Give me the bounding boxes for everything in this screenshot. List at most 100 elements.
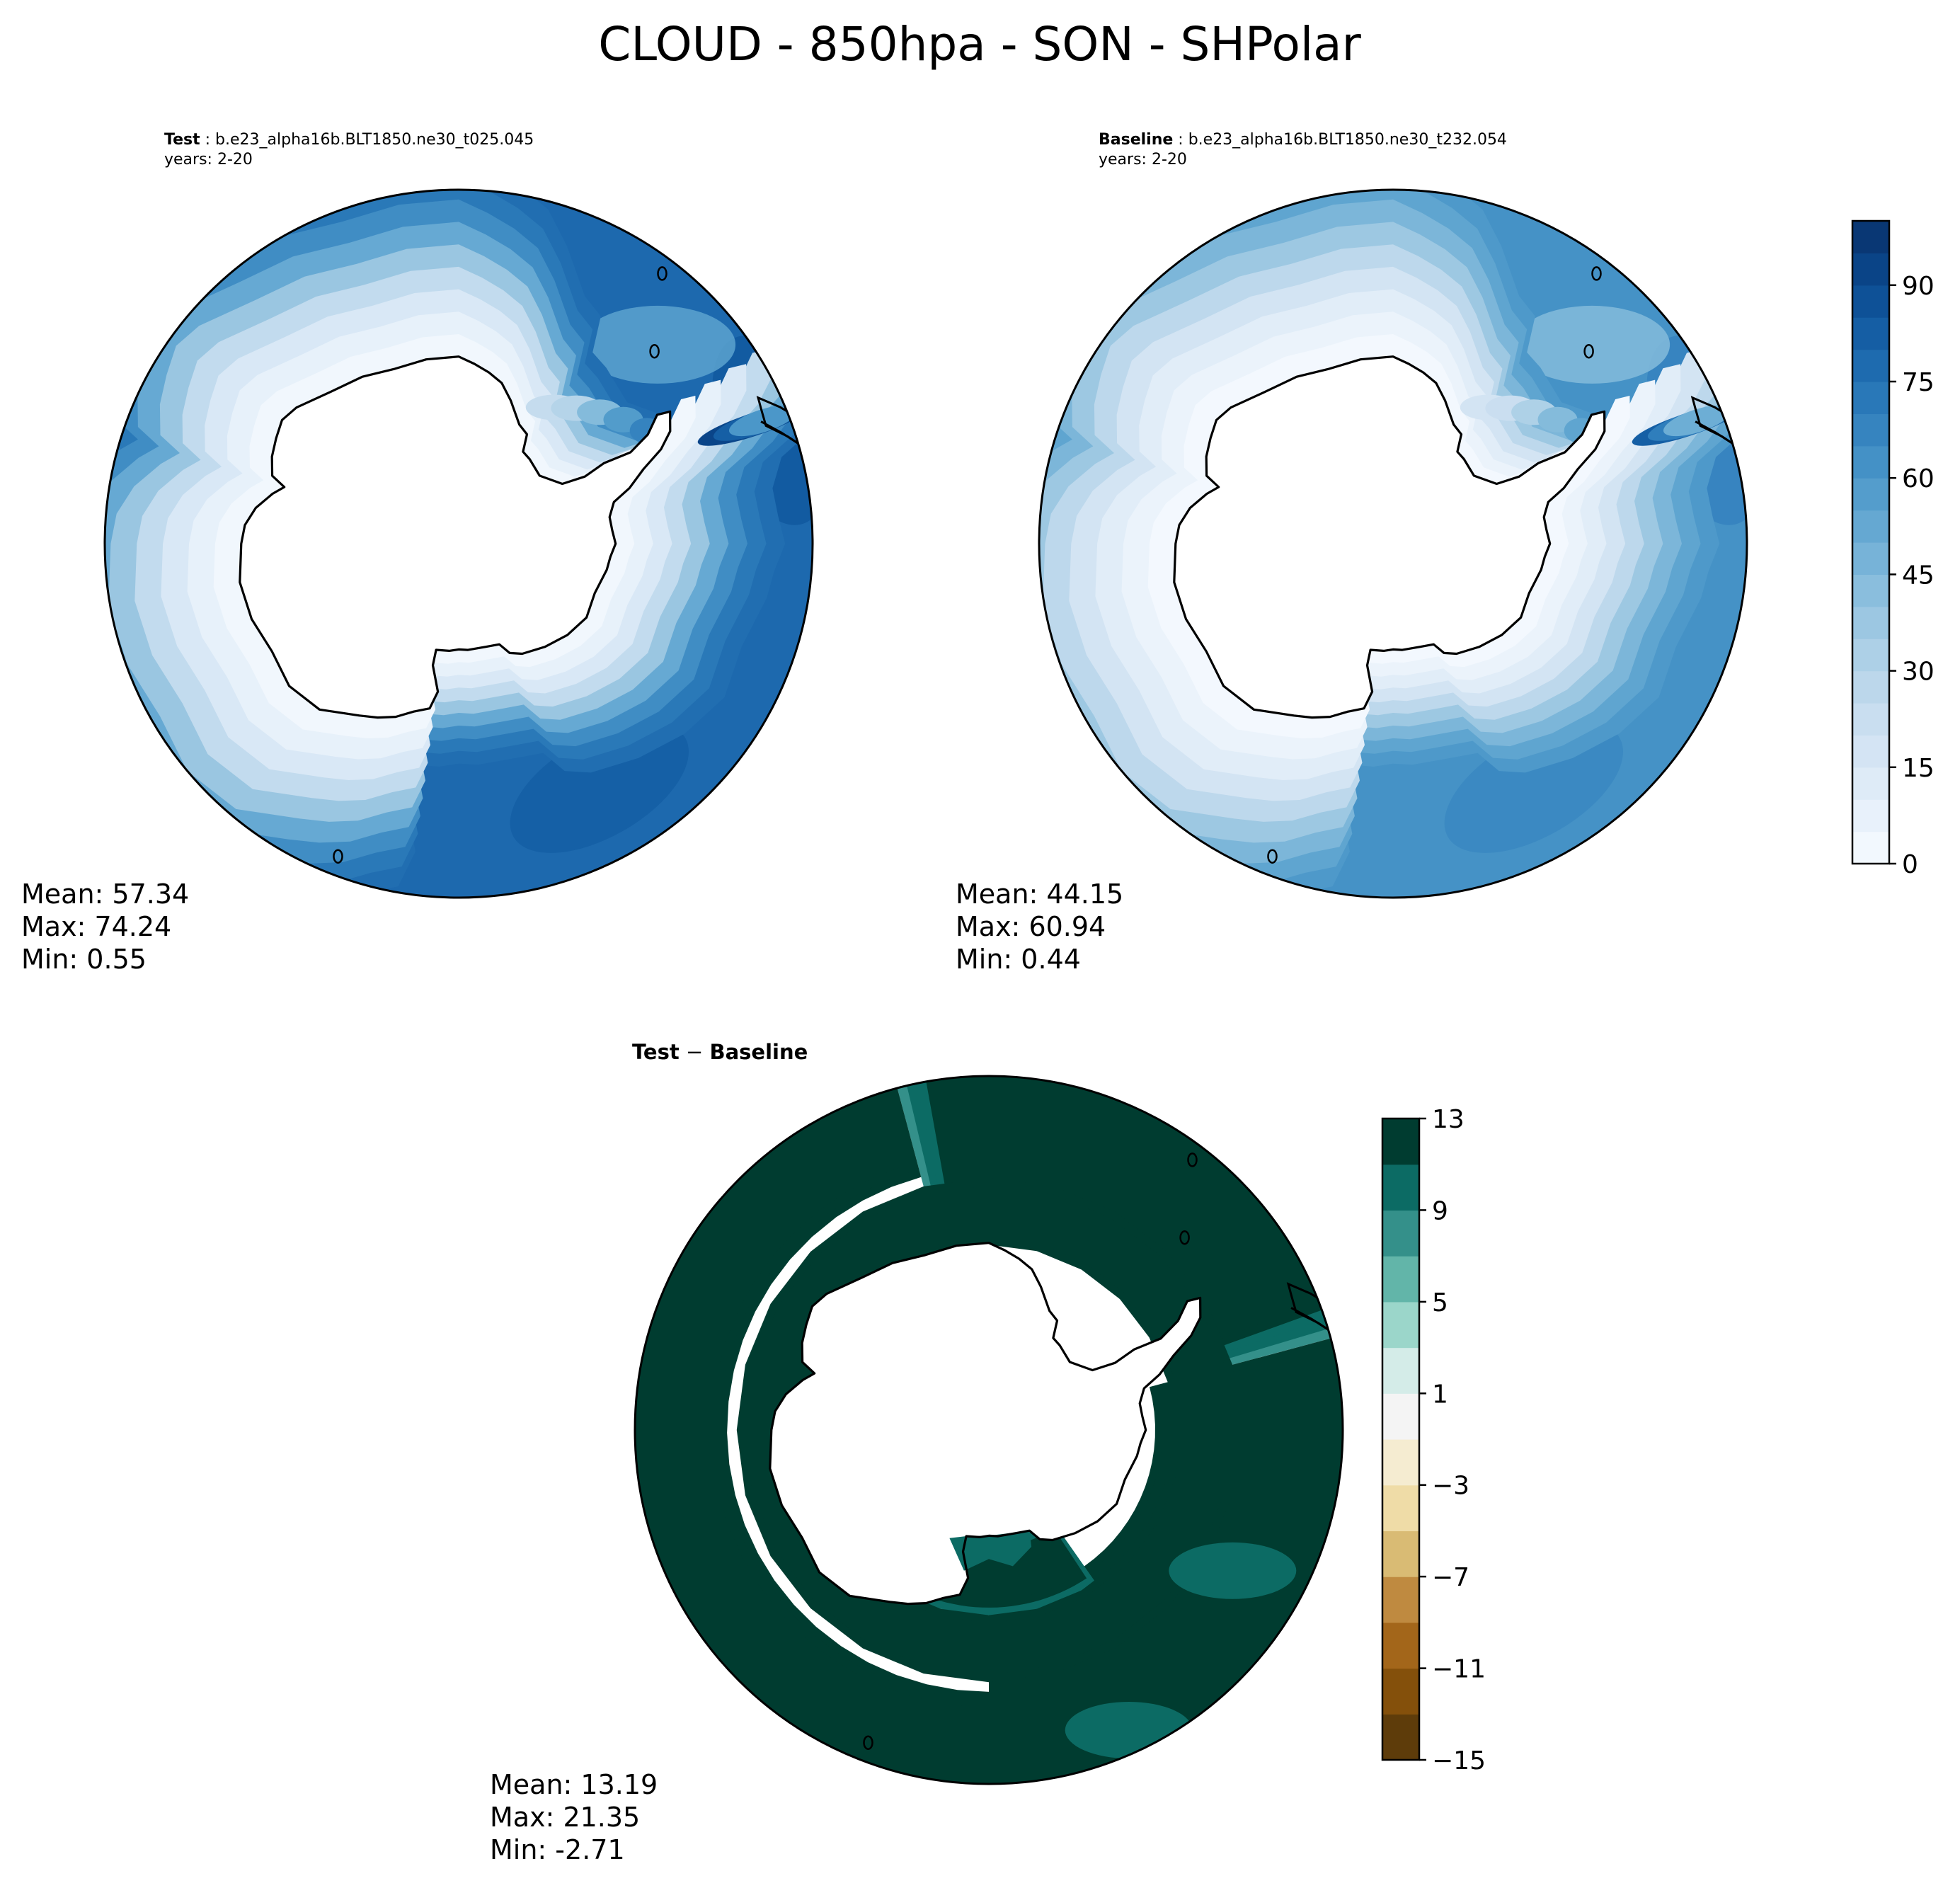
map-boundary-baseline [1038,188,1748,899]
colorbar-segment [1852,349,1889,382]
stat-mean-difference: Mean: 13.19 [490,1769,658,1800]
colorbar-segment [1852,510,1889,543]
map-boundary-difference [634,1075,1344,1785]
coastline-island [734,1091,745,1106]
stat-min-baseline: Min: 0.44 [956,944,1081,975]
colorbar-tick-label: 60 [1902,464,1935,493]
colorbar-tick-label: 90 [1902,272,1935,301]
coastline-antarctica [239,355,672,719]
panel-baseline-header-text: : b.e23_alpha16b.BLT1850.ne30_t232.054 [1173,131,1507,149]
panel-test-years: years: 2-20 [164,151,253,168]
colorbar-segment [1382,1577,1419,1623]
stat-max-difference: Max: 21.35 [490,1802,640,1833]
coastline-island [1024,401,1033,413]
contour-fill-indian-pacific-arc [635,1076,982,1784]
colorbar-tick-label: 9 [1432,1196,1448,1225]
stat-min-difference: Min: -2.71 [490,1834,625,1865]
colorbar-tick-label: −3 [1432,1472,1469,1501]
colorbar-tick-label: 75 [1902,368,1935,397]
colorbar-segment [1382,1256,1419,1303]
panel-test: Test : b.e23_alpha16b.BLT1850.ne30_t025.… [21,131,814,1020]
colorbar-segment [1852,285,1889,318]
colorbar-difference: −15 −11 −7 −3 1 5 9 13 [1381,1105,1486,1775]
coastline-island [1700,348,1711,363]
colorbar-segment [1852,253,1889,286]
coastline-island [766,348,776,363]
panel-difference-header: Test − Baseline [632,1040,808,1064]
panel-test-header-text: : b.e23_alpha16b.BLT1850.ne30_t025.045 [200,131,534,149]
contour-fill-minimum [1514,305,1670,384]
coastline-island [333,849,343,864]
colorbar-segment [1852,670,1889,704]
colorbar-frame [1851,219,1891,865]
contour-fill-local-minimum [1065,1702,1193,1758]
land-antarctica [1174,356,1605,718]
colorbar-segment [1852,574,1889,607]
colorbar-segment [1852,478,1889,511]
panel-baseline-header: Baseline : b.e23_alpha16b.BLT1850.ne30_t… [1099,131,1507,149]
colorbar-cloud: 0 15 30 45 60 75 90 [1851,219,1935,879]
map-boundary-test [103,188,814,899]
stat-max-baseline: Max: 60.94 [956,911,1106,942]
coastline-island [1187,1152,1198,1167]
stat-mean-baseline: Mean: 44.15 [956,879,1123,910]
contour-fill-drake-passage [1663,405,1731,437]
colorbar-segment [1852,799,1889,833]
coastline-new-zealand [364,955,412,1020]
coastline-island [1591,266,1602,281]
coastline-island [90,401,98,413]
colorbar-segment [1382,1531,1419,1577]
coastline-island [863,1735,873,1750]
stat-min-test: Min: 0.55 [21,944,147,975]
land-antarctica [769,1242,1200,1604]
coastline-new-zealand [894,1841,942,1888]
colorbar-segment [1382,1714,1419,1761]
stat-mean-test: Mean: 57.34 [21,879,189,910]
panel-baseline: Baseline : b.e23_alpha16b.BLT1850.ne30_t… [956,131,1748,1020]
colorbar-segment [1852,382,1889,414]
coastline-island [1296,1235,1307,1249]
colorbar-tick-label: 15 [1902,754,1935,783]
field-test [105,190,813,898]
panel-difference-header-bold2: Baseline [709,1040,808,1064]
coastline-new-zealand [1298,955,1346,1020]
colorbar-tick-label: 5 [1432,1288,1448,1317]
panel-test-header-bold: Test [164,131,200,149]
colorbar-tick-label: 0 [1902,850,1918,879]
map-baseline [1024,190,1747,1020]
coastline-island [620,1287,629,1300]
field-difference [635,1076,1343,1784]
colorbar-segment [1382,1484,1419,1532]
colorbar-segment [1382,1622,1419,1669]
colorbar-segment [1382,1210,1419,1257]
colorbar-segment [1852,542,1889,575]
coastline-antarctica [769,1242,1202,1606]
coastline-island [204,205,214,220]
colorbar-tick-label: −11 [1432,1655,1486,1684]
colorbar-segment [1852,445,1889,479]
contour-fill-ross-shelf [949,1531,1032,1571]
colorbar-segment [1382,1119,1419,1165]
colorbar-tick-label: 1 [1432,1380,1448,1409]
field-baseline [1039,190,1747,898]
stat-max-test: Max: 74.24 [21,911,171,942]
colorbar-segment [1382,1393,1419,1440]
contour-fill-minimum [580,305,736,384]
coastline-antarctica [1173,355,1606,719]
coastline-island [1583,343,1594,359]
panel-baseline-years: years: 2-20 [1099,151,1187,168]
colorbar-segment [1852,639,1889,672]
colorbar-segment [1852,703,1889,736]
contour-fill-atlantic-sector [921,1076,1343,1351]
colorbar-tick-label: 30 [1902,658,1935,687]
colorbar-segment [1382,1668,1419,1715]
map-difference [620,1076,1343,1888]
colorbar-segment [1382,1347,1419,1394]
coastline-island [1267,849,1278,864]
figure-title: CLOUD - 850hpa - SON - SHPolar [598,17,1361,71]
colorbar-segment [1852,606,1889,639]
colorbar-segment [1852,317,1889,350]
colorbar-segment [1852,735,1889,768]
coastline-island [1179,1230,1190,1245]
